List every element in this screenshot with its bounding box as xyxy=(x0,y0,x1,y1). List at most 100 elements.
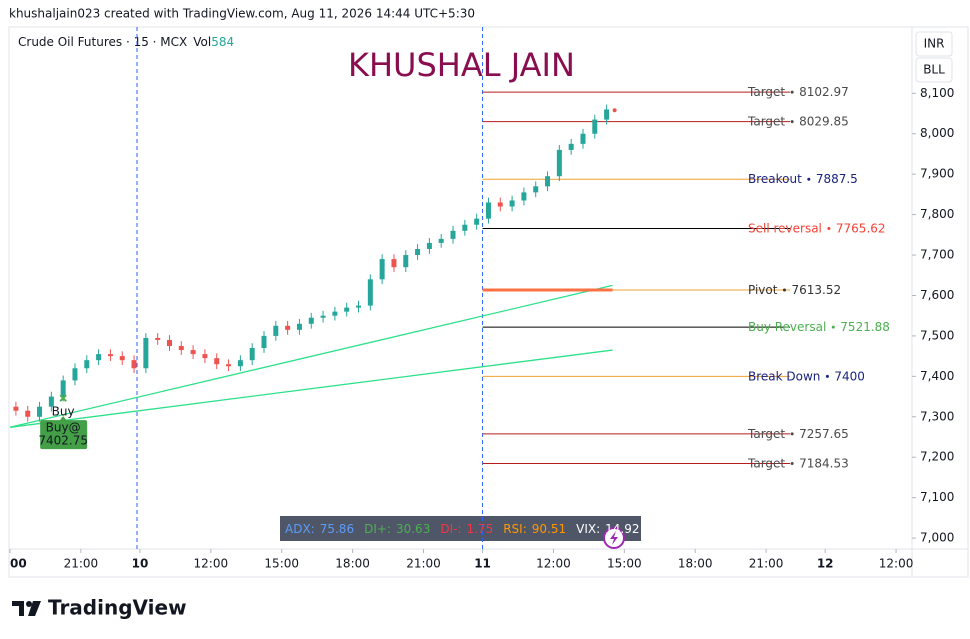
candle-body xyxy=(84,360,90,369)
indicator-line: ADX: 75.86 DI+: 30.63 DI-: 1.75 RSI: 90.51 VIX: 1… xyxy=(285,522,639,536)
level-value: 7521.88 xyxy=(840,320,890,334)
last-price-dot xyxy=(612,108,617,113)
x-tick-label: 21:00 xyxy=(64,557,99,571)
candle-body xyxy=(438,238,444,243)
candle-body xyxy=(485,202,491,219)
unit-box[interactable] xyxy=(915,57,953,83)
brand-logo xyxy=(12,601,41,616)
level-dot xyxy=(831,325,835,329)
x-tick-label: 15:00 xyxy=(607,557,642,571)
legend-title: Crude Oil Futures · 15 · MCX xyxy=(18,35,187,49)
level-name: Target xyxy=(747,456,785,470)
indicator-label: VIX: xyxy=(576,522,600,536)
candle-body xyxy=(450,230,456,239)
signal-box xyxy=(40,420,88,450)
trend-line xyxy=(9,349,613,428)
level-label: Target 7184.53 xyxy=(747,456,849,470)
candle-body xyxy=(308,317,314,324)
candle-body xyxy=(178,346,184,351)
currency-box[interactable] xyxy=(915,31,953,57)
trend-line xyxy=(9,284,613,428)
level-dot xyxy=(790,461,794,465)
candle-body xyxy=(367,279,373,306)
level-dot xyxy=(790,120,794,124)
signal-arrow xyxy=(59,416,68,422)
x-tick-label: 18:00 xyxy=(678,557,713,571)
x-tick-label: 21:00 xyxy=(406,557,441,571)
x-tick-label: 11 xyxy=(474,557,491,571)
indicator-value: 30.63 xyxy=(396,522,430,536)
x-tick-label: 12:00 xyxy=(536,557,571,571)
candle-body xyxy=(391,259,397,268)
level-value: 8029.85 xyxy=(799,114,849,128)
level-dot xyxy=(807,177,811,181)
candle-body xyxy=(379,259,385,280)
signal-label: Buy@ xyxy=(46,421,81,435)
level-name: Breakout xyxy=(748,172,802,186)
volume-value: 584 xyxy=(211,35,234,49)
level-value: 7184.53 xyxy=(799,456,849,470)
candle-body xyxy=(166,339,172,347)
y-tick-label: 8,100 xyxy=(920,86,954,100)
indicator-value: 90.51 xyxy=(532,522,566,536)
level-name: Sell reversal xyxy=(748,221,822,235)
candle-body xyxy=(96,354,102,361)
y-tick-label: 7,600 xyxy=(920,288,954,302)
y-tick-label: 7,800 xyxy=(920,207,954,221)
candle-body xyxy=(214,358,220,365)
frame xyxy=(8,26,969,578)
candle-body xyxy=(521,192,527,201)
x-tick-label: 12:00 xyxy=(194,557,229,571)
logo-t xyxy=(12,601,24,616)
candle-body xyxy=(332,311,338,316)
level-name: Target xyxy=(747,114,785,128)
level-label: Buy Reversal 7521.88 xyxy=(748,320,890,334)
candle-body xyxy=(202,354,208,359)
level-name: Target xyxy=(747,85,785,99)
logo-slash xyxy=(28,601,41,616)
indicator-label: RSI: xyxy=(503,522,527,536)
flash-glyph xyxy=(610,531,618,545)
candle-body xyxy=(344,307,350,312)
candle-body xyxy=(426,242,432,249)
level-value: 7765.62 xyxy=(836,221,886,235)
indicator-value: 75.86 xyxy=(320,522,354,536)
level-name: Buy Reversal xyxy=(748,320,826,334)
indicator-value: 14.92 xyxy=(605,522,639,536)
candle-body xyxy=(131,360,137,369)
level-label: Sell reversal 7765.62 xyxy=(748,221,886,235)
candle-body xyxy=(556,149,562,177)
candle-body xyxy=(545,176,551,187)
candle-body xyxy=(190,350,196,355)
y-tick-label: 8,000 xyxy=(920,126,954,140)
level-label: Target 7257.65 xyxy=(747,426,849,440)
candle-body xyxy=(592,119,598,134)
x-tick-label: 21:00 xyxy=(749,557,784,571)
volume-label: Vol xyxy=(193,35,211,49)
level-value: 7887.5 xyxy=(816,172,858,186)
y-tick-label: 7,900 xyxy=(920,167,954,181)
y-tick-label: 7,000 xyxy=(920,531,954,545)
candle-body xyxy=(296,323,302,330)
y-tick-label: 7,300 xyxy=(920,409,954,423)
x-tick-label: 10 xyxy=(132,557,149,571)
candle-body xyxy=(285,325,291,330)
candle-body xyxy=(320,315,326,318)
level-name: Pivot xyxy=(748,283,778,297)
level-label: Breakout 7887.5 xyxy=(748,172,858,186)
unit[interactable]: BLL xyxy=(923,63,945,77)
level-dot xyxy=(825,374,829,378)
currency[interactable]: INR xyxy=(924,37,945,51)
candle-body xyxy=(25,410,31,417)
y-tick-label: 7,400 xyxy=(920,369,954,383)
level-dot xyxy=(827,227,831,231)
watermark: KHUSHAL JAIN xyxy=(348,46,575,84)
candle-body xyxy=(107,354,113,357)
y-tick-label: 7,700 xyxy=(920,248,954,262)
header: khushaljain023 created with TradingView.… xyxy=(9,7,475,21)
indicator-panel xyxy=(280,516,641,541)
candle-body xyxy=(249,348,255,361)
x-tick-label: 12:00 xyxy=(879,557,914,571)
brand: TradingView xyxy=(48,596,187,620)
